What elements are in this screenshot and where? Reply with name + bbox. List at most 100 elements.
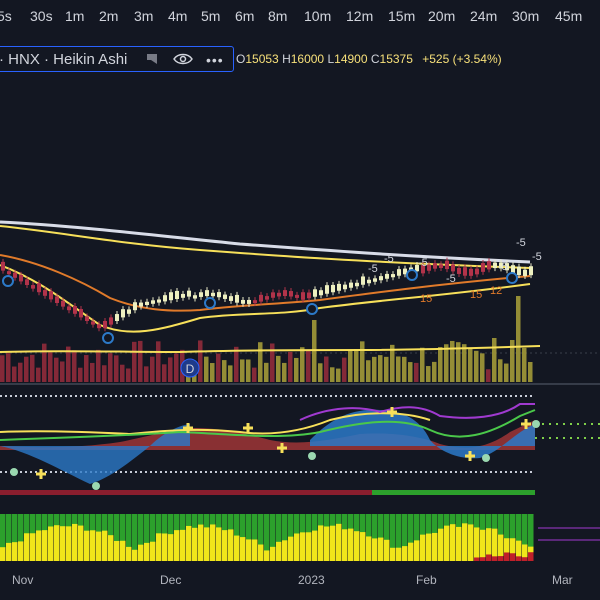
candle-body <box>397 269 401 276</box>
timeframe-bar: 5s 30s 1m 2m 3m 4m 5m 6m 8m 10m 12m 15m … <box>0 0 600 32</box>
candle-body <box>385 273 389 279</box>
candle-body <box>151 300 155 304</box>
tf-6m[interactable]: 6m <box>235 8 255 24</box>
volume-bar <box>432 361 437 382</box>
stacked-green-segment <box>528 514 534 561</box>
volume-bar <box>198 340 203 382</box>
stacked-yellow-segment <box>24 533 30 561</box>
stacked-yellow-segment <box>12 542 18 561</box>
more-dots-icon[interactable]: ••• <box>206 52 224 68</box>
volume-bar <box>204 356 209 382</box>
stacked-yellow-segment <box>516 540 522 561</box>
flag-icon[interactable] <box>146 53 158 65</box>
stacked-yellow-segment <box>372 538 378 561</box>
volume-bar <box>60 361 65 382</box>
volume-bar <box>474 350 479 382</box>
tf-45m[interactable]: 45m <box>555 8 583 24</box>
volume-bar <box>450 340 455 382</box>
symbol-title[interactable]: · HNX · Heikin Ashi <box>0 51 128 68</box>
tf-30s[interactable]: 30s <box>30 8 53 24</box>
tf-4m[interactable]: 4m <box>168 8 188 24</box>
stacked-green-segment <box>246 514 252 561</box>
volume-bar <box>294 357 299 382</box>
volume-bar <box>360 341 365 382</box>
stacked-yellow-segment <box>306 532 312 561</box>
candle-body <box>505 263 509 271</box>
candle-body <box>73 306 77 314</box>
volume-bar <box>72 350 77 382</box>
eye-icon[interactable] <box>173 52 193 66</box>
tf-5s[interactable]: 5s <box>0 8 12 24</box>
volume-bar <box>120 364 125 382</box>
stacked-green-segment <box>408 514 414 561</box>
tf-30m[interactable]: 30m <box>512 8 540 24</box>
ma-white-line <box>0 220 531 264</box>
volume-bar <box>30 354 35 382</box>
candle-body <box>19 274 23 282</box>
candle-body <box>175 290 179 299</box>
symbol-legend[interactable]: · HNX · Heikin Ashi ••• <box>0 46 234 72</box>
stacked-green-segment <box>126 514 132 561</box>
candle-body <box>289 291 293 297</box>
candle-body <box>223 294 227 299</box>
stacked-yellow-segment <box>198 524 204 561</box>
stacked-red-segment <box>480 557 486 561</box>
stacked-yellow-segment <box>60 526 66 561</box>
candle-body <box>139 302 143 307</box>
tf-12m[interactable]: 12m <box>346 8 374 24</box>
stacked-yellow-segment <box>324 526 330 561</box>
candle-body <box>469 268 473 276</box>
tf-3m[interactable]: 3m <box>134 8 154 24</box>
volume-bar <box>324 356 329 382</box>
stacked-yellow-segment <box>432 532 438 561</box>
ma-orange-line <box>0 254 531 312</box>
stacked-yellow-segment <box>456 526 462 561</box>
volume-bar <box>42 343 47 382</box>
stacked-green-segment <box>504 514 510 561</box>
candle-body <box>523 269 527 276</box>
tf-10m[interactable]: 10m <box>304 8 332 24</box>
candle-body <box>355 282 359 287</box>
cross-marker <box>243 423 253 433</box>
candle-body <box>49 291 53 300</box>
stacked-yellow-segment <box>378 537 384 561</box>
tf-8m[interactable]: 8m <box>268 8 288 24</box>
stacked-yellow-segment <box>186 525 192 561</box>
marker-circle <box>506 272 518 284</box>
stacked-yellow-segment <box>252 539 258 561</box>
stacked-yellow-segment <box>384 539 390 561</box>
stacked-yellow-segment <box>408 542 414 561</box>
stacked-yellow-segment <box>0 547 6 561</box>
candle-body <box>79 309 83 318</box>
tf-24m[interactable]: 24m <box>470 8 498 24</box>
volume-bar <box>168 357 173 382</box>
tf-2m[interactable]: 2m <box>99 8 119 24</box>
candle-body <box>319 290 323 296</box>
stacked-yellow-segment <box>396 547 402 561</box>
candle-body <box>499 262 503 269</box>
tf-5m[interactable]: 5m <box>201 8 221 24</box>
volume-bar <box>426 366 431 382</box>
stacked-yellow-segment <box>66 526 72 561</box>
stacked-yellow-segment <box>54 525 60 561</box>
tf-20m[interactable]: 20m <box>428 8 456 24</box>
tf-15m[interactable]: 15m <box>388 8 416 24</box>
stacked-yellow-segment <box>78 525 84 561</box>
stacked-green-segment <box>270 514 276 561</box>
ohlc-values: O15053 H16000 L14900 C15375 +525 (+3.54%… <box>236 52 502 66</box>
annotation-label: 12 <box>490 285 502 297</box>
stacked-yellow-segment <box>426 533 432 561</box>
candle-body <box>307 292 311 299</box>
volume-bar <box>162 364 167 382</box>
candle-body <box>415 265 419 272</box>
stacked-green-segment <box>282 514 288 561</box>
cross-marker <box>277 443 287 453</box>
volume-bar <box>282 362 287 382</box>
volume-bar <box>372 356 377 382</box>
candle-body <box>31 285 35 289</box>
stacked-yellow-segment <box>486 528 492 561</box>
dividend-marker[interactable] <box>180 358 200 378</box>
tf-1m[interactable]: 1m <box>65 8 85 24</box>
stacked-yellow-segment <box>366 536 372 561</box>
